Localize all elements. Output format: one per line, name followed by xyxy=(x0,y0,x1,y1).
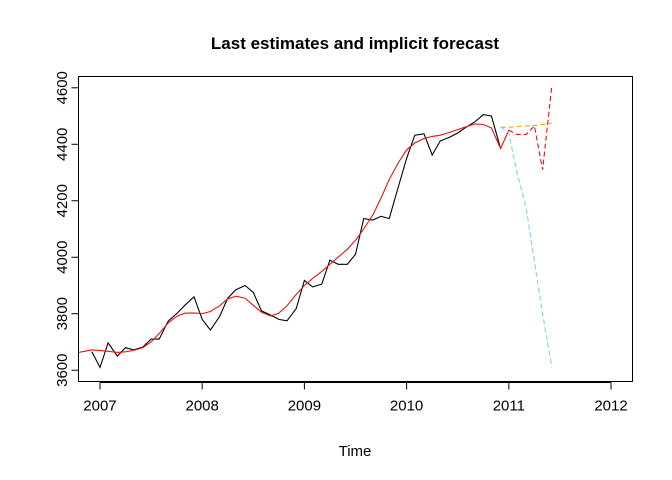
y-tick-label: 4000 xyxy=(54,241,71,274)
series-line-3 xyxy=(508,86,553,170)
plot-frame xyxy=(78,76,633,382)
x-tick-label: 2010 xyxy=(390,398,423,415)
series-line-2 xyxy=(78,123,510,353)
x-tick-label: 2011 xyxy=(493,398,525,415)
x-axis-label: Time xyxy=(339,443,372,460)
y-tick-label: 3600 xyxy=(54,354,71,387)
x-tick-label: 2012 xyxy=(594,398,627,415)
series-line-5 xyxy=(500,126,553,368)
x-tick-label: 2007 xyxy=(83,398,116,415)
y-axis: 3600 3800 4000 4200 4400 4600 xyxy=(54,71,79,387)
y-tick-label: 4600 xyxy=(54,71,71,104)
y-tick-label: 4400 xyxy=(54,128,71,161)
y-tick-label: 4200 xyxy=(54,184,71,217)
chart-title: Last estimates and implicit forecast xyxy=(211,34,499,53)
x-tick-label: 2008 xyxy=(185,398,218,415)
x-axis: 2007 2008 2009 2010 2011 2012 xyxy=(83,382,628,415)
series-line-4 xyxy=(500,122,552,128)
y-tick-label: 3800 xyxy=(54,297,71,330)
series-line-1 xyxy=(91,114,502,369)
x-tick-label: 2009 xyxy=(288,398,321,415)
series-group xyxy=(78,86,553,369)
